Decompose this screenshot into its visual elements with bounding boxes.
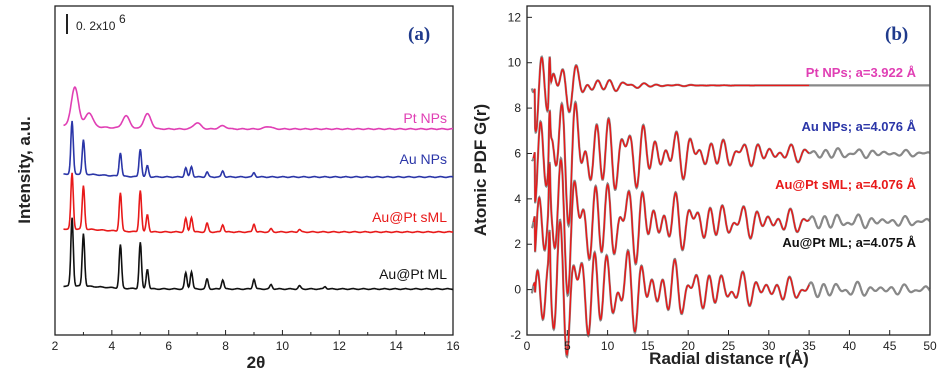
- x-tick-label-b: 50: [923, 339, 937, 353]
- x-tick-label-a: 16: [446, 339, 460, 353]
- panel-b-series-labels: Pt NPs; a=3.922 Å Au NPs; a=4.076 Å Au@Pt …: [775, 65, 917, 250]
- pdf-fit-line: [532, 56, 810, 133]
- x-tick-label-a: 4: [109, 339, 116, 353]
- x-tick-label-b: 40: [843, 339, 857, 353]
- x-tick-label-b: 5: [564, 339, 571, 353]
- panel-a-x-ticks: 2 4 6 8 10 12 14 16: [52, 330, 460, 353]
- x-tick-label-b: 0: [524, 339, 531, 353]
- x-tick-label-b: 20: [682, 339, 696, 353]
- panel-a: 2 4 6 8 10 12 14 16 (a) 0. 2x10 6 Pt NPs Au NPs A…: [15, 5, 460, 372]
- panel-a-series-labels: Pt NPs Au NPs Au@Pt sML Au@Pt ML: [372, 110, 447, 282]
- scale-bar-label: 0. 2x10: [76, 19, 116, 33]
- series-label-a: Au@Pt sML: [372, 209, 447, 225]
- pdf-fit-line: [532, 221, 810, 356]
- xrd-pattern-line: [63, 86, 453, 131]
- x-tick-label-a: 6: [165, 339, 172, 353]
- y-tick-label-b: 0: [514, 283, 521, 297]
- series-label-b: Au NPs; a=4.076 Å: [801, 119, 916, 134]
- series-label-b: Au@Pt ML; a=4.075 Å: [782, 235, 916, 250]
- series-label-b: Pt NPs; a=3.922 Å: [806, 65, 917, 80]
- panel-b-xlabel: Radial distance r(Å): [649, 349, 809, 368]
- scale-bar-exponent: 6: [119, 12, 126, 26]
- series-label-b: Au@Pt sML; a=4.076 Å: [775, 177, 917, 192]
- panel-a-letter: (a): [408, 24, 430, 45]
- panel-b-frame: [526, 5, 931, 336]
- x-tick-label-b: 25: [722, 339, 736, 353]
- y-tick-label-b: -2: [510, 328, 521, 342]
- panel-a-xlabel: 2θ: [247, 353, 266, 372]
- pdf-fit-line: [532, 102, 810, 226]
- series-label-a: Pt NPs: [403, 110, 447, 126]
- y-tick-label-b: 4: [514, 192, 521, 206]
- x-tick-label-b: 15: [641, 339, 655, 353]
- panel-a-ylabel: Intensity, a.u.: [15, 116, 34, 223]
- x-tick-label-a: 8: [222, 339, 229, 353]
- x-tick-label-a: 12: [333, 339, 347, 353]
- x-tick-label-a: 10: [276, 339, 290, 353]
- y-tick-label-b: 12: [508, 10, 522, 24]
- x-tick-label-b: 10: [601, 339, 615, 353]
- y-tick-label-b: 2: [514, 237, 521, 251]
- panel-b-ylabel: Atomic PDF G(r): [471, 104, 490, 236]
- series-label-a: Au@Pt ML: [379, 266, 447, 282]
- pdf-fit-line: [532, 158, 810, 295]
- x-tick-label-b: 30: [762, 339, 776, 353]
- xrd-pattern-line: [63, 172, 454, 234]
- x-tick-label-b: 35: [802, 339, 816, 353]
- series-label-a: Au NPs: [400, 151, 447, 167]
- panel-a-frame: [54, 5, 454, 336]
- panel-a-plot: [63, 86, 454, 291]
- y-tick-label-b: 6: [514, 146, 521, 160]
- xrd-pattern-line: [63, 120, 454, 179]
- scale-bar: 0. 2x10 6: [66, 12, 126, 34]
- x-tick-label-a: 14: [389, 339, 403, 353]
- y-tick-label-b: 8: [514, 101, 521, 115]
- x-tick-label-a: 2: [52, 339, 59, 353]
- xrd-pattern-line: [63, 217, 453, 291]
- y-tick-label-b: 10: [508, 56, 522, 70]
- x-tick-label-b: 45: [883, 339, 897, 353]
- panel-b-plot: [530, 55, 931, 359]
- panel-b-letter: (b): [885, 24, 908, 45]
